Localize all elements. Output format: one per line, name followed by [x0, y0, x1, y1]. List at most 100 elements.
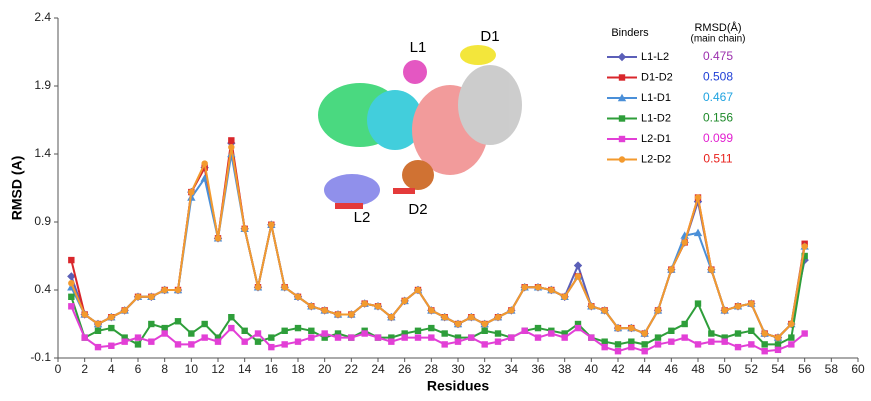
legend-rmsd: 0.511 — [703, 152, 732, 166]
data-point — [668, 328, 674, 334]
legend-header: (main chain) — [690, 34, 745, 45]
series — [67, 150, 809, 341]
data-point — [441, 330, 447, 336]
data-point — [308, 328, 314, 334]
data-point — [388, 338, 394, 344]
x-tick-label: 2 — [81, 362, 88, 376]
legend-header: RMSD(Å) — [694, 21, 741, 34]
x-tick-label: 16 — [265, 362, 279, 376]
data-point — [228, 144, 234, 150]
x-tick-label: 34 — [505, 362, 519, 376]
data-point — [655, 334, 661, 340]
data-point — [748, 341, 754, 347]
x-tick-label: 60 — [851, 362, 865, 376]
data-point — [588, 303, 594, 309]
data-point — [761, 341, 767, 347]
data-point — [148, 321, 154, 327]
data-point — [95, 328, 101, 334]
data-point — [441, 341, 447, 347]
data-point — [681, 334, 687, 340]
data-point — [735, 344, 741, 350]
data-point — [775, 334, 781, 340]
legend-label: L1-D2 — [641, 112, 671, 124]
data-point — [108, 343, 114, 349]
data-point — [375, 303, 381, 309]
data-point — [108, 314, 114, 320]
x-tick-label: 32 — [478, 362, 492, 376]
data-point — [455, 338, 461, 344]
data-point — [215, 338, 221, 344]
data-point — [148, 338, 154, 344]
data-point — [255, 338, 261, 344]
series — [68, 144, 808, 341]
data-point — [188, 341, 194, 347]
legend-rmsd: 0.475 — [703, 49, 733, 63]
data-point — [788, 341, 794, 347]
x-axis-label: Residues — [427, 378, 489, 394]
data-point — [135, 341, 141, 347]
x-tick-label: 58 — [825, 362, 839, 376]
x-tick-label: 46 — [665, 362, 679, 376]
data-point — [295, 338, 301, 344]
data-point — [201, 334, 207, 340]
x-tick-label: 24 — [371, 362, 385, 376]
data-point — [81, 334, 87, 340]
data-point — [268, 222, 274, 228]
data-point — [161, 287, 167, 293]
x-tick-label: 30 — [451, 362, 465, 376]
legend-label: L1-D1 — [641, 92, 671, 104]
x-tick-label: 36 — [531, 362, 545, 376]
data-point — [481, 328, 487, 334]
data-point — [695, 194, 701, 200]
data-point — [68, 303, 74, 309]
x-tick-label: 22 — [345, 362, 359, 376]
data-point — [708, 266, 714, 272]
data-point — [215, 235, 221, 241]
x-tick-label: 14 — [238, 362, 252, 376]
data-point — [281, 341, 287, 347]
data-point — [241, 338, 247, 344]
data-point — [428, 307, 434, 313]
data-point — [641, 341, 647, 347]
data-point — [201, 160, 207, 166]
data-point — [588, 334, 594, 340]
legend-label: L2-D2 — [641, 153, 671, 165]
data-point — [561, 294, 567, 300]
data-point — [628, 344, 634, 350]
data-point — [361, 330, 367, 336]
data-point — [268, 344, 274, 350]
structure-label: L1 — [410, 39, 427, 56]
data-point — [281, 328, 287, 334]
data-point — [601, 344, 607, 350]
data-point — [188, 189, 194, 195]
data-point — [121, 307, 127, 313]
data-point — [615, 341, 621, 347]
data-point — [95, 344, 101, 350]
data-point — [228, 314, 234, 320]
data-point — [388, 314, 394, 320]
data-point — [415, 334, 421, 340]
data-point — [748, 300, 754, 306]
data-point — [655, 341, 661, 347]
x-tick-label: 8 — [161, 362, 168, 376]
data-point — [481, 321, 487, 327]
data-point — [788, 321, 794, 327]
y-tick-label: 1.9 — [34, 78, 51, 92]
data-point — [348, 334, 354, 340]
data-point — [201, 321, 207, 327]
data-point — [255, 330, 261, 336]
data-point — [68, 280, 74, 286]
data-point — [681, 321, 687, 327]
data-point — [735, 303, 741, 309]
legend-rmsd: 0.099 — [703, 131, 733, 145]
data-point — [495, 314, 501, 320]
data-point — [81, 311, 87, 317]
data-point — [615, 325, 621, 331]
data-point — [415, 328, 421, 334]
data-point — [455, 321, 461, 327]
structure-label: D2 — [408, 201, 427, 218]
data-point — [655, 307, 661, 313]
series — [68, 303, 808, 354]
data-point — [575, 273, 581, 279]
chart: -0.10.40.91.41.92.4024681012141618202224… — [0, 0, 871, 396]
